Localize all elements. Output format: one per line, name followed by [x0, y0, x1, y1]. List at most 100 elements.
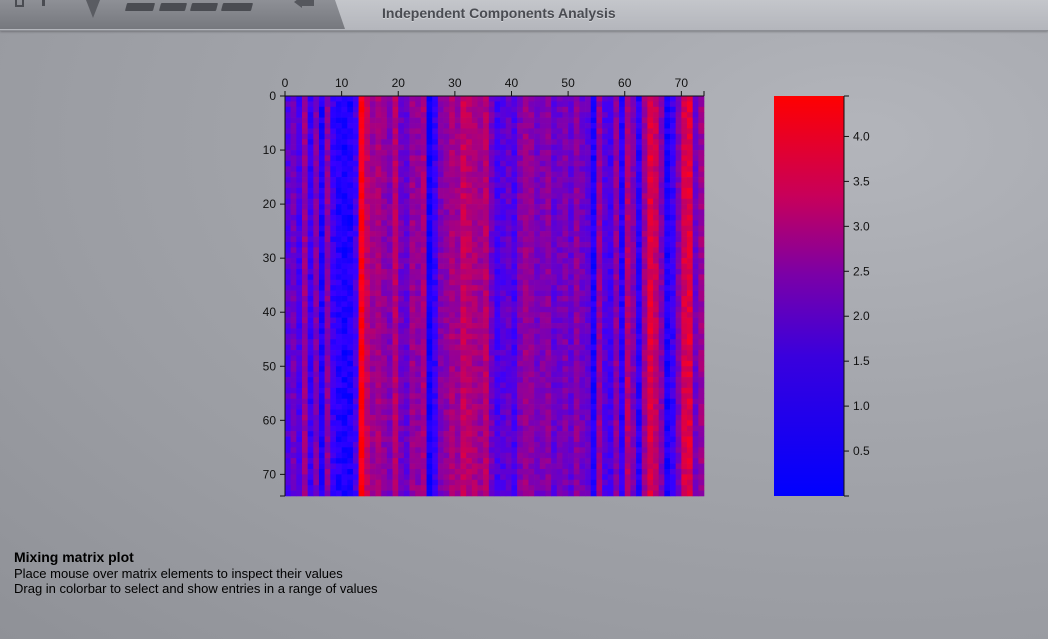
matrix-cell[interactable]: [415, 360, 422, 367]
matrix-cell[interactable]: [324, 387, 331, 394]
matrix-cell[interactable]: [330, 144, 337, 151]
matrix-cell[interactable]: [415, 387, 422, 394]
matrix-cell[interactable]: [494, 490, 501, 497]
matrix-cell[interactable]: [613, 296, 620, 302]
matrix-cell[interactable]: [313, 398, 320, 405]
matrix-cell[interactable]: [619, 306, 626, 313]
matrix-cell[interactable]: [381, 344, 388, 351]
matrix-cell[interactable]: [511, 436, 518, 443]
matrix-cell[interactable]: [596, 350, 603, 356]
matrix-cell[interactable]: [641, 393, 648, 400]
matrix-cell[interactable]: [534, 247, 541, 254]
matrix-cell[interactable]: [471, 225, 478, 232]
matrix-cell[interactable]: [364, 458, 371, 464]
matrix-cell[interactable]: [392, 160, 399, 167]
matrix-cell[interactable]: [534, 404, 541, 410]
matrix-cell[interactable]: [369, 355, 376, 362]
matrix-cell[interactable]: [477, 209, 484, 216]
matrix-cell[interactable]: [494, 485, 501, 491]
matrix-cell[interactable]: [449, 344, 456, 351]
matrix-cell[interactable]: [460, 123, 467, 129]
matrix-cell[interactable]: [318, 150, 325, 156]
matrix-cell[interactable]: [579, 225, 586, 232]
matrix-cell[interactable]: [358, 177, 365, 183]
matrix-cell[interactable]: [545, 274, 552, 281]
matrix-cell[interactable]: [636, 468, 643, 475]
matrix-cell[interactable]: [324, 409, 331, 416]
matrix-cell[interactable]: [664, 187, 671, 194]
matrix-cell[interactable]: [471, 377, 478, 383]
matrix-cell[interactable]: [449, 106, 456, 113]
matrix-cell[interactable]: [596, 371, 603, 378]
matrix-cell[interactable]: [619, 441, 626, 448]
matrix-cell[interactable]: [335, 323, 342, 329]
matrix-cell[interactable]: [307, 468, 314, 475]
matrix-cell[interactable]: [664, 214, 671, 221]
matrix-cell[interactable]: [386, 377, 393, 383]
matrix-cell[interactable]: [471, 144, 478, 151]
matrix-cell[interactable]: [341, 112, 348, 118]
matrix-cell[interactable]: [409, 187, 416, 194]
matrix-cell[interactable]: [613, 123, 620, 129]
matrix-cell[interactable]: [386, 490, 393, 497]
matrix-cell[interactable]: [352, 133, 359, 140]
matrix-cell[interactable]: [505, 193, 512, 200]
matrix-cell[interactable]: [403, 214, 410, 221]
matrix-cell[interactable]: [369, 171, 376, 178]
matrix-cell[interactable]: [607, 328, 614, 335]
matrix-cell[interactable]: [352, 101, 359, 108]
matrix-cell[interactable]: [664, 139, 671, 145]
matrix-cell[interactable]: [630, 187, 637, 194]
matrix-cell[interactable]: [483, 296, 490, 302]
matrix-cell[interactable]: [285, 117, 291, 124]
matrix-cell[interactable]: [330, 301, 337, 308]
matrix-cell[interactable]: [573, 377, 580, 383]
matrix-cell[interactable]: [352, 279, 359, 286]
matrix-cell[interactable]: [330, 112, 337, 118]
matrix-cell[interactable]: [454, 128, 461, 135]
matrix-cell[interactable]: [630, 463, 637, 470]
matrix-cell[interactable]: [568, 177, 575, 183]
matrix-cell[interactable]: [562, 344, 569, 351]
matrix-cell[interactable]: [358, 344, 365, 351]
matrix-cell[interactable]: [426, 350, 433, 356]
matrix-cell[interactable]: [511, 241, 518, 248]
matrix-cell[interactable]: [511, 236, 518, 243]
matrix-cell[interactable]: [590, 236, 597, 243]
matrix-cell[interactable]: [494, 463, 501, 470]
matrix-cell[interactable]: [352, 301, 359, 308]
matrix-cell[interactable]: [494, 150, 501, 156]
matrix-cell[interactable]: [636, 463, 643, 470]
matrix-cell[interactable]: [636, 350, 643, 356]
matrix-cell[interactable]: [488, 398, 495, 405]
matrix-cell[interactable]: [466, 166, 473, 172]
matrix-cell[interactable]: [505, 220, 512, 227]
matrix-cell[interactable]: [409, 355, 416, 362]
matrix-cell[interactable]: [318, 377, 325, 383]
matrix-cell[interactable]: [381, 306, 388, 313]
matrix-cell[interactable]: [330, 404, 337, 410]
matrix-cell[interactable]: [477, 123, 484, 129]
matrix-cell[interactable]: [556, 452, 563, 459]
matrix-cell[interactable]: [522, 133, 529, 140]
matrix-cell[interactable]: [285, 106, 291, 113]
matrix-cell[interactable]: [545, 468, 552, 475]
matrix-cell[interactable]: [477, 290, 484, 297]
matrix-cell[interactable]: [664, 171, 671, 178]
matrix-cell[interactable]: [647, 139, 654, 145]
matrix-cell[interactable]: [471, 128, 478, 135]
matrix-cell[interactable]: [602, 350, 609, 356]
matrix-cell[interactable]: [369, 279, 376, 286]
matrix-cell[interactable]: [534, 279, 541, 286]
matrix-cell[interactable]: [449, 198, 456, 205]
matrix-cell[interactable]: [505, 328, 512, 335]
matrix-cell[interactable]: [403, 231, 410, 237]
matrix-cell[interactable]: [466, 112, 473, 118]
matrix-cell[interactable]: [488, 279, 495, 286]
matrix-cell[interactable]: [568, 339, 575, 345]
matrix-cell[interactable]: [539, 452, 546, 459]
matrix-cell[interactable]: [636, 360, 643, 367]
matrix-cell[interactable]: [556, 431, 563, 437]
matrix-cell[interactable]: [466, 328, 473, 335]
matrix-cell[interactable]: [596, 117, 603, 124]
